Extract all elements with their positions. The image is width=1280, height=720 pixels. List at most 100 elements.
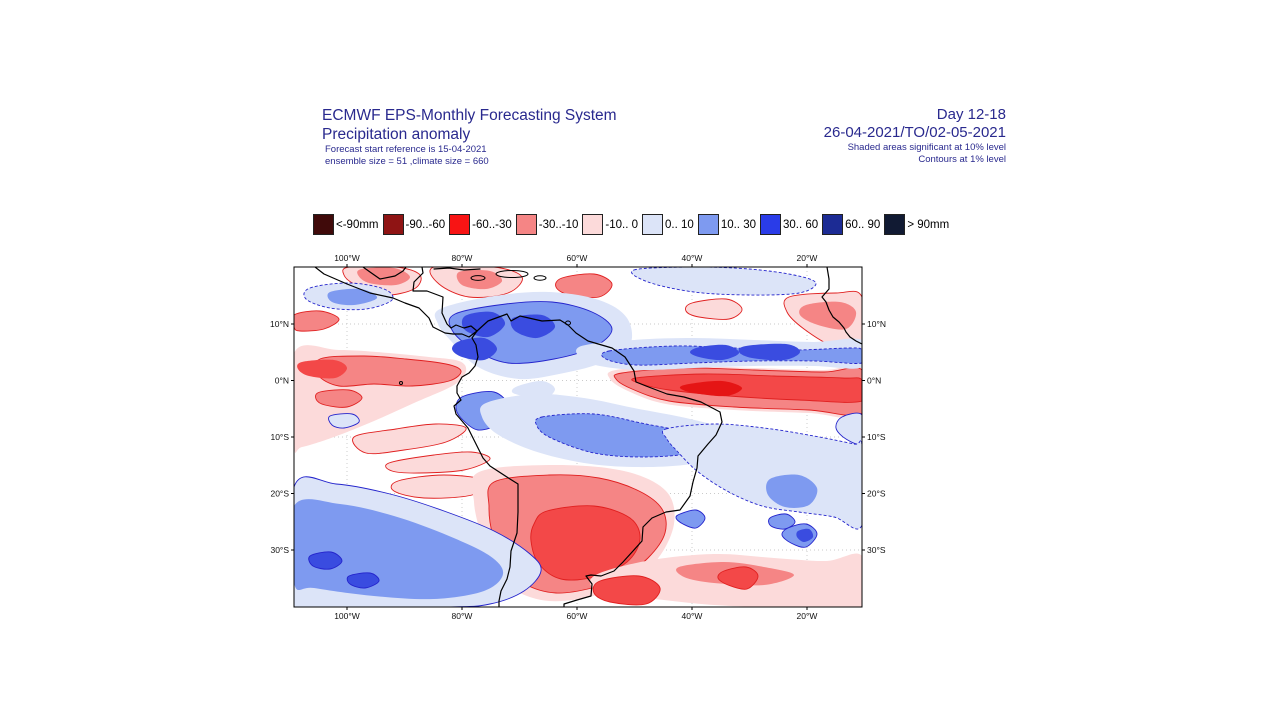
legend-label: -30..-10 <box>538 218 579 231</box>
anomaly-region-satl-red-1 <box>717 566 759 590</box>
legend-item: -60..-30 <box>449 214 512 235</box>
legend-label: -60..-30 <box>472 218 512 231</box>
y-tick-label-left: 30°S <box>270 545 289 555</box>
color-legend: <-90mm -90..-60 -60..-30 -30..-10 -10.. 0 0..… <box>313 214 953 235</box>
coastline-south-america-west-coast <box>453 330 519 607</box>
island-hispaniola <box>495 270 529 278</box>
y-tick-label-left: 10°N <box>270 319 289 329</box>
legend-label: 30.. 60 <box>782 218 819 231</box>
day-range-label: Day 12-18 <box>936 106 1006 123</box>
legend-swatch <box>449 214 471 235</box>
anomaly-region-atlantic-salmon-18n <box>555 273 613 299</box>
anomaly-region-atl-5n-dark-1 <box>689 344 740 361</box>
x-tick-label-top: 20°W <box>797 253 818 263</box>
legend-item: -10.. 0 <box>582 214 638 235</box>
legend-label: <-90mm <box>336 218 379 231</box>
x-tick-label-top: 80°W <box>452 253 473 263</box>
anomaly-region-satl-red-2 <box>592 575 661 606</box>
anomaly-region-sepacific-dark-2 <box>346 572 380 589</box>
anomaly-region-right-edge-pale-blue <box>835 412 862 445</box>
legend-swatch <box>697 214 719 235</box>
x-tick-label-bottom: 60°W <box>567 611 588 621</box>
ensemble-size-line: ensemble size = 51 ,climate size = 660 <box>325 156 489 167</box>
anomaly-region-pacific-eq-red-core <box>297 359 348 379</box>
coastline-mexico-gulf-coast <box>362 267 407 280</box>
legend-item: <-90mm <box>313 214 379 235</box>
map-clip-group <box>294 267 862 607</box>
legend-item: > 90mm <box>884 214 949 235</box>
legend-swatch <box>884 214 906 235</box>
x-tick-label-top: 60°W <box>567 253 588 263</box>
legend-item: 0.. 10 <box>642 214 694 235</box>
legend-swatch <box>382 214 404 235</box>
x-tick-label-bottom: 80°W <box>452 611 473 621</box>
legend-label: 0.. 10 <box>665 218 694 231</box>
valid-date-range: 26-04-2021/TO/02-05-2021 <box>823 124 1006 141</box>
anomaly-region-natl-blue-18n <box>631 267 817 296</box>
coastline-yucatan-caribbean-coast <box>412 267 478 332</box>
page-subtitle: Precipitation anomaly <box>322 126 471 143</box>
anomaly-region-sepacific-blue-core <box>294 499 504 600</box>
legend-swatch <box>515 214 537 235</box>
anomaly-region-central-brazil-blue-core <box>534 413 717 458</box>
y-tick-label-left: 10°S <box>270 432 289 442</box>
y-tick-label-right: 10°N <box>867 319 886 329</box>
y-tick-label-right: 10°S <box>867 432 886 442</box>
legend-label: > 90mm <box>907 218 950 231</box>
anomaly-region-pacific-colombia-dark-blue <box>451 337 497 361</box>
contour-level-line: Contours at 1% level <box>918 154 1006 165</box>
anomaly-region-satl-blue-blob-dark <box>796 528 814 542</box>
legend-swatch <box>822 214 844 235</box>
island-jamaica <box>470 275 486 281</box>
y-tick-label-right: 0°N <box>867 376 881 386</box>
y-tick-label-right: 20°S <box>867 489 886 499</box>
legend-item: 30.. 60 <box>759 214 819 235</box>
anomaly-region-pacific-pale-blue-dot <box>328 413 360 429</box>
legend-item: -30..-10 <box>515 214 579 235</box>
coastline-central-america-pacific-coast <box>314 267 478 338</box>
page-title: ECMWF EPS-Monthly Forecasting System <box>322 107 617 124</box>
anomaly-region-sepacific-dark-1 <box>308 551 343 570</box>
coastline-south-america-north-east-coast <box>476 313 723 607</box>
anomaly-region-peru-offshore-stipple-3 <box>390 474 491 499</box>
y-tick-label-right: 30°S <box>867 545 886 555</box>
legend-label: -90..-60 <box>405 218 446 231</box>
map-svg: 100°W 100°W 80°W 80°W 60°W 60°W 40°W 40°W 20°W 20… <box>270 253 886 621</box>
significance-line: Shaded areas significant at 10% level <box>847 142 1006 153</box>
anomaly-region-atl-eq-red-band <box>631 373 862 403</box>
anomaly-region-wafrica-salmon <box>799 301 857 330</box>
legend-label: 60.. 90 <box>845 218 881 231</box>
anomaly-region-left-edge-salmon-10n <box>294 310 340 332</box>
map-panel: 100°W 100°W 80°W 80°W 60°W 60°W 40°W 40°W 20°W 20… <box>250 246 918 638</box>
legend-label: 10.. 30 <box>720 218 756 231</box>
anomaly-region-atl-5n-dark-2 <box>738 343 801 361</box>
anomaly-region-mexico-pacific-blue-core <box>327 288 378 306</box>
legend-label: -10.. 0 <box>605 218 639 231</box>
legend-swatch <box>642 214 664 235</box>
anomaly-region-ebrazil-atl-blue-patch <box>766 474 818 508</box>
anomaly-region-pacific-eq-salmon-band <box>314 355 462 387</box>
legend-swatch <box>759 214 781 235</box>
island-puerto-rico <box>533 275 547 281</box>
forecast-reference-line: Forecast start reference is 15-04-2021 <box>325 144 487 155</box>
x-tick-label-bottom: 100°W <box>334 611 360 621</box>
legend-swatch <box>313 214 334 235</box>
anomaly-region-pacific-eq-salmon-blob <box>315 389 363 408</box>
x-tick-label-bottom: 40°W <box>682 611 703 621</box>
x-tick-label-top: 100°W <box>334 253 360 263</box>
anomaly-region-yucatan-salmon <box>456 270 503 290</box>
legend-item: -90..-60 <box>382 214 446 235</box>
y-tick-label-left: 20°S <box>270 489 289 499</box>
island-galapagos <box>399 381 403 385</box>
x-tick-label-top: 40°W <box>682 253 703 263</box>
anomaly-region-peru-offshore-stipple-1 <box>352 423 467 455</box>
island-trinidad <box>565 320 571 326</box>
legend-item: 60.. 90 <box>822 214 880 235</box>
x-tick-label-bottom: 20°W <box>797 611 818 621</box>
header-right-block: Day 12-18 26-04-2021/TO/02-05-2021 Shade… <box>824 106 1006 166</box>
anomaly-region-ebrazil-atl-blue-envelope <box>661 423 862 530</box>
anomaly-region-atl-eq-deep-red <box>679 380 743 397</box>
anomaly-region-atlantic-pink-14n <box>685 298 743 320</box>
coastline-cuba-south-coast <box>433 267 481 271</box>
